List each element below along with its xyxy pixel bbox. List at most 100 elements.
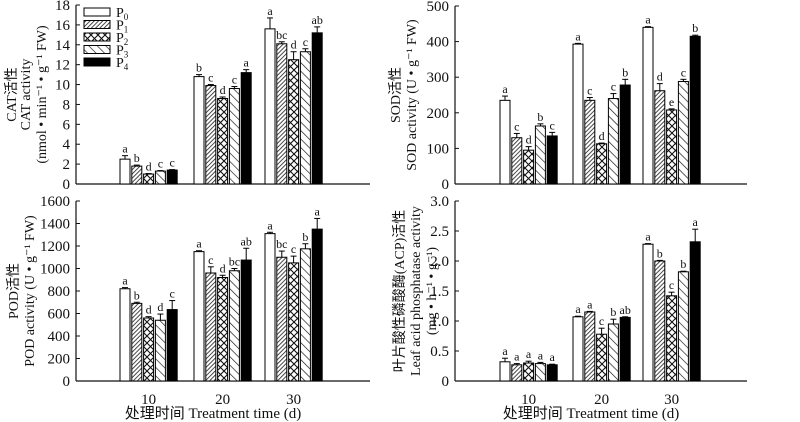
significance-letter: bc xyxy=(276,28,287,42)
significance-letter: a xyxy=(267,218,273,232)
x-tick-label: 10 xyxy=(141,392,156,408)
bar-p2-10 xyxy=(143,317,155,382)
significance-letter: c xyxy=(208,71,213,85)
y-tick-label: 1200 xyxy=(40,239,70,255)
significance-letter: d xyxy=(220,83,226,97)
bar-p0-10 xyxy=(499,361,511,382)
bar-p3-10 xyxy=(534,363,546,382)
legend-swatch-p4 xyxy=(83,57,111,67)
y-tick-label: 12 xyxy=(55,58,70,74)
significance-letter: c xyxy=(550,118,555,132)
significance-letter: d xyxy=(291,38,297,52)
bar-p0-30 xyxy=(264,233,276,382)
y-tick-label: 1000 xyxy=(40,262,70,278)
significance-letter: a xyxy=(575,302,581,316)
bar-p3-20 xyxy=(607,323,619,382)
y-axis-label: CAT activity xyxy=(19,59,34,131)
bar-p3-30 xyxy=(677,80,689,185)
bar-p1-10 xyxy=(511,364,523,382)
y-tick-label: 1400 xyxy=(40,217,70,233)
significance-letter: b xyxy=(622,65,628,79)
significance-letter: a xyxy=(122,142,128,156)
significance-letter: ab xyxy=(312,13,323,27)
y-tick-label: 4 xyxy=(63,137,71,153)
bar-p1-10 xyxy=(131,165,143,185)
x-tick-label: 30 xyxy=(664,392,679,408)
x-tick-label: 20 xyxy=(594,392,609,408)
significance-letter: d xyxy=(220,261,226,275)
bar-p2-20 xyxy=(217,97,229,185)
significance-letter: a xyxy=(514,350,520,364)
y-tick-label: 2.5 xyxy=(430,224,449,240)
significance-letter: a xyxy=(122,274,128,288)
bar-p4-20 xyxy=(619,316,631,382)
x-tick-label: 10 xyxy=(521,392,536,408)
bar-p2-10 xyxy=(523,362,535,382)
x-tick-label: 20 xyxy=(215,392,230,408)
y-tick-label: 18 xyxy=(55,0,70,14)
y-tick-label: 1.0 xyxy=(430,314,449,330)
significance-letter: a xyxy=(196,237,202,251)
bar-p1-20 xyxy=(205,272,217,382)
significance-letter: ab xyxy=(620,303,631,317)
y-tick-label: 0 xyxy=(63,177,71,193)
bar-p0-30 xyxy=(642,26,654,185)
y-tick-label: 800 xyxy=(48,284,71,300)
significance-letter: c xyxy=(514,119,519,133)
bar-p3-10 xyxy=(534,125,546,185)
panel-pod: 02004006008001000120014001600aaabcbcddcd… xyxy=(6,194,370,422)
bar-p4-30 xyxy=(689,35,701,185)
bar-p2-10 xyxy=(143,173,155,185)
y-tick-label: 1.5 xyxy=(430,284,449,300)
bar-p4-20 xyxy=(619,84,631,185)
significance-letter: a xyxy=(502,344,508,358)
significance-letter: b xyxy=(537,110,543,124)
bar-p1-30 xyxy=(654,90,666,185)
significance-letter: d xyxy=(146,160,152,174)
bar-p2-30 xyxy=(288,262,300,382)
bar-p1-30 xyxy=(276,43,288,185)
bar-p2-10 xyxy=(523,149,535,185)
bar-p3-10 xyxy=(154,319,166,382)
y-tick-label: 2 xyxy=(63,157,71,173)
y-axis-label: Leaf acid phosphatase activity xyxy=(409,206,424,376)
bar-p2-30 xyxy=(288,59,300,185)
y-tick-label: 8 xyxy=(63,97,71,113)
bar-p3-30 xyxy=(299,51,311,185)
significance-letter: b xyxy=(302,230,308,244)
x-axis-label: 处理时间 Treatment time (d) xyxy=(125,405,302,422)
bar-p0-20 xyxy=(193,251,205,382)
significance-letter: d xyxy=(657,70,663,84)
significance-letter: a xyxy=(645,13,651,27)
y-tick-label: 400 xyxy=(427,35,450,51)
significance-letter: a xyxy=(526,347,532,361)
significance-letter: c xyxy=(291,242,296,256)
significance-letter: a xyxy=(502,82,508,96)
significance-letter: d xyxy=(157,300,163,314)
significance-letter: b xyxy=(610,305,616,319)
legend-swatch-p1 xyxy=(83,20,111,29)
y-tick-label: 0 xyxy=(442,177,450,193)
legend-swatch-p2 xyxy=(83,32,111,42)
significance-letter: c xyxy=(669,278,674,292)
y-tick-label: 16 xyxy=(55,18,71,34)
significance-letter: c xyxy=(611,80,616,94)
bar-p2-30 xyxy=(666,109,678,185)
significance-letter: b xyxy=(657,246,663,260)
significance-letter: a xyxy=(315,204,321,218)
bar-p4-10 xyxy=(166,169,178,185)
y-tick-label: 300 xyxy=(427,70,450,86)
y-tick-label: 2.0 xyxy=(430,254,449,270)
significance-letter: ab xyxy=(241,234,252,248)
bar-p3-20 xyxy=(228,88,240,185)
bar-p0-20 xyxy=(572,43,584,185)
y-axis-label: (nmol • min⁻¹ • g⁻¹ FW) xyxy=(35,25,50,164)
y-tick-label: 0 xyxy=(442,374,450,390)
y-tick-label: 14 xyxy=(55,38,71,54)
y-tick-label: 10 xyxy=(55,78,70,94)
significance-letter: d xyxy=(599,129,605,143)
